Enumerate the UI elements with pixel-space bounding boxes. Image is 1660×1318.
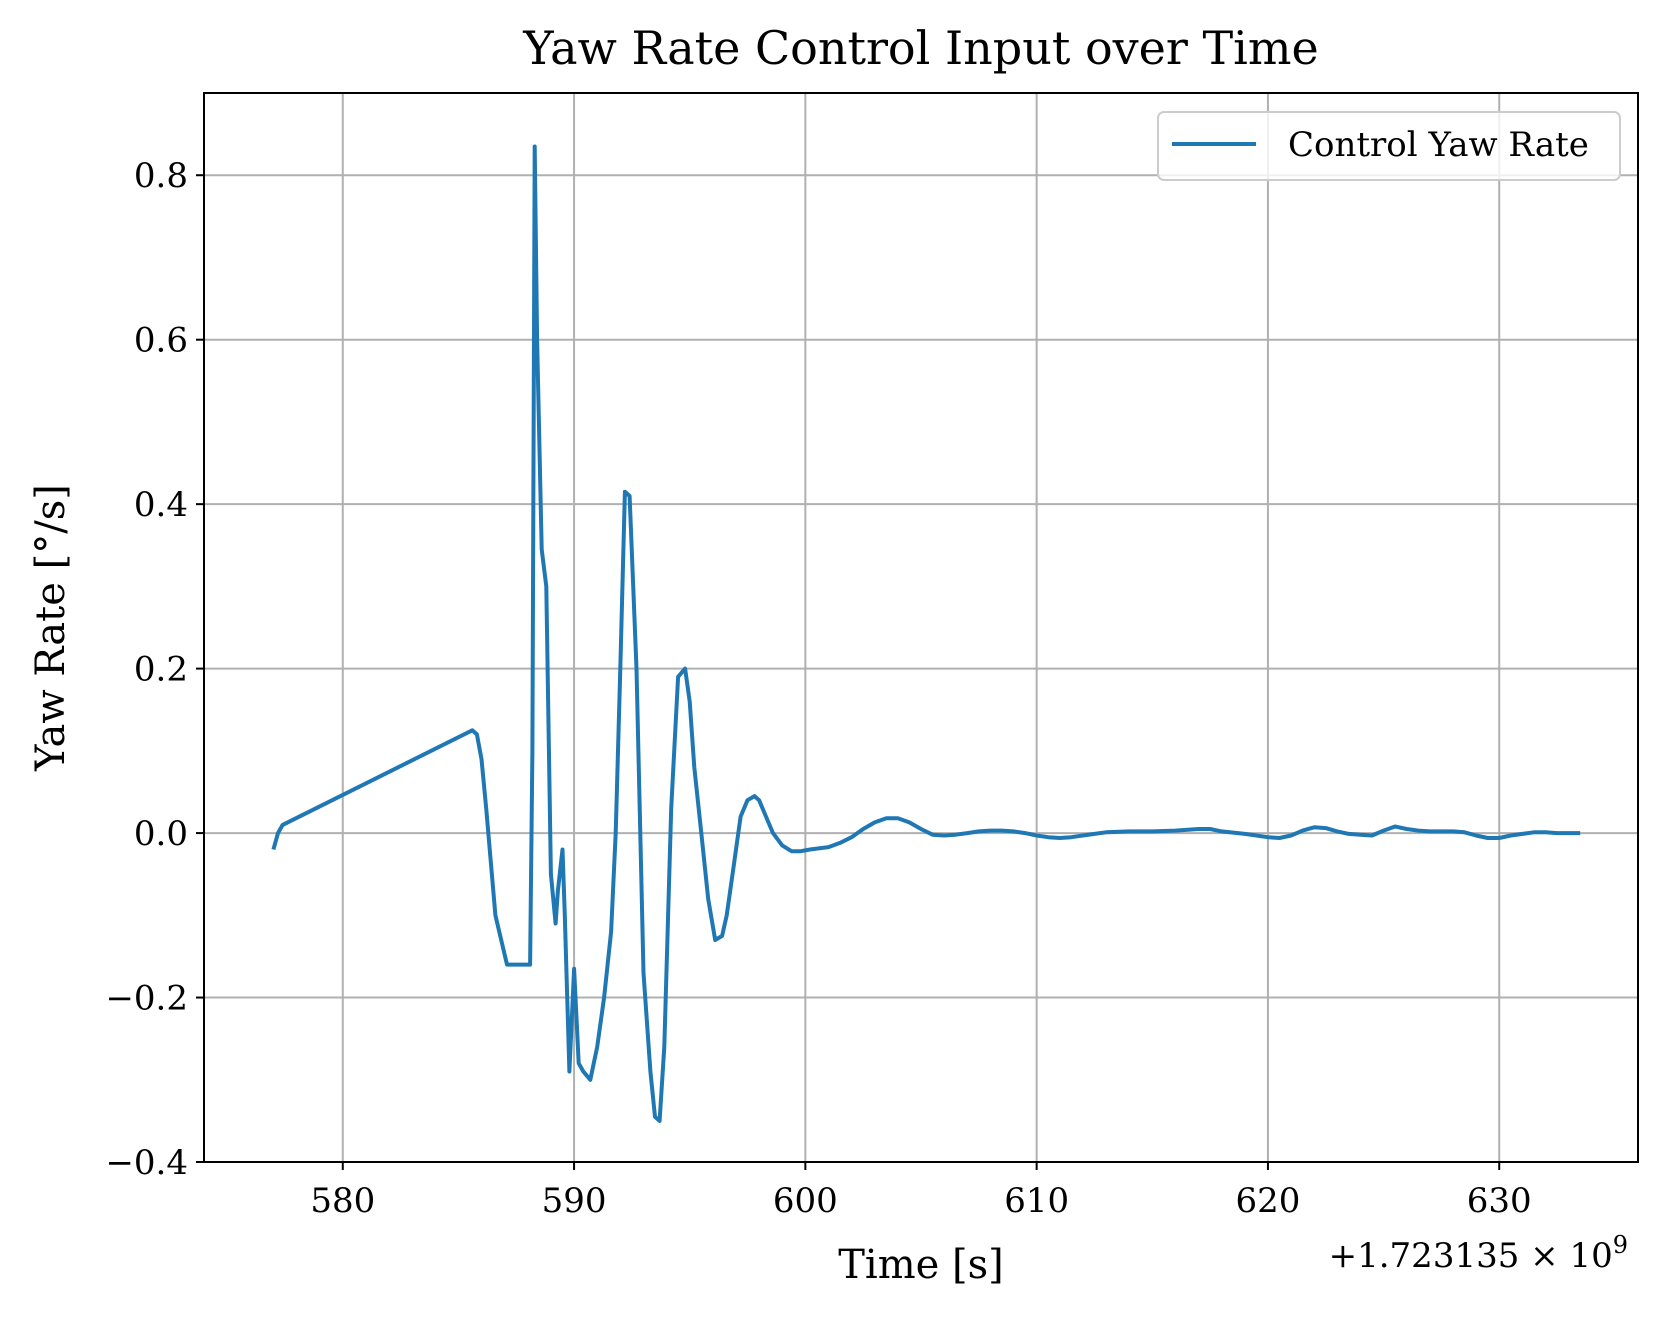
- x-tick-label: 600: [773, 1181, 838, 1221]
- y-tick-label: 0.6: [134, 321, 188, 361]
- y-tick-label: −0.2: [105, 979, 188, 1019]
- ticks: 580 590 600 610 620 630 −0.4 −0.2 0.0 0.2 0.4 0.6 0.…: [105, 156, 1531, 1221]
- legend[interactable]: Control Yaw Rate: [1157, 111, 1621, 181]
- x-tick-label: 590: [542, 1181, 607, 1221]
- y-axis-title: Yaw Rate [°/s]: [28, 484, 74, 772]
- x-tick-label: 630: [1467, 1181, 1532, 1221]
- y-tick-label: 0.8: [134, 156, 188, 196]
- series-line-control-yaw-rate: [271, 144, 1581, 1123]
- y-tick-label: −0.4: [105, 1143, 188, 1183]
- chart-title: Yaw Rate Control Input over Time: [522, 21, 1318, 75]
- y-tick-label: 0.0: [134, 814, 188, 854]
- plot-frame: [203, 92, 1639, 1163]
- series-layer: [271, 144, 1581, 1123]
- x-tick-label: 610: [1004, 1181, 1069, 1221]
- y-tick-label: 0.4: [134, 485, 188, 525]
- x-axis-title: Time [s]: [838, 1242, 1004, 1288]
- legend-box: [1157, 111, 1621, 181]
- legend-label: Control Yaw Rate: [1288, 125, 1589, 165]
- x-axis-offset-label: +1.723135 × 109: [1329, 1231, 1628, 1276]
- y-tick-label: 0.2: [134, 650, 188, 690]
- x-tick-label: 620: [1235, 1181, 1300, 1221]
- x-tick-label: 580: [310, 1181, 375, 1221]
